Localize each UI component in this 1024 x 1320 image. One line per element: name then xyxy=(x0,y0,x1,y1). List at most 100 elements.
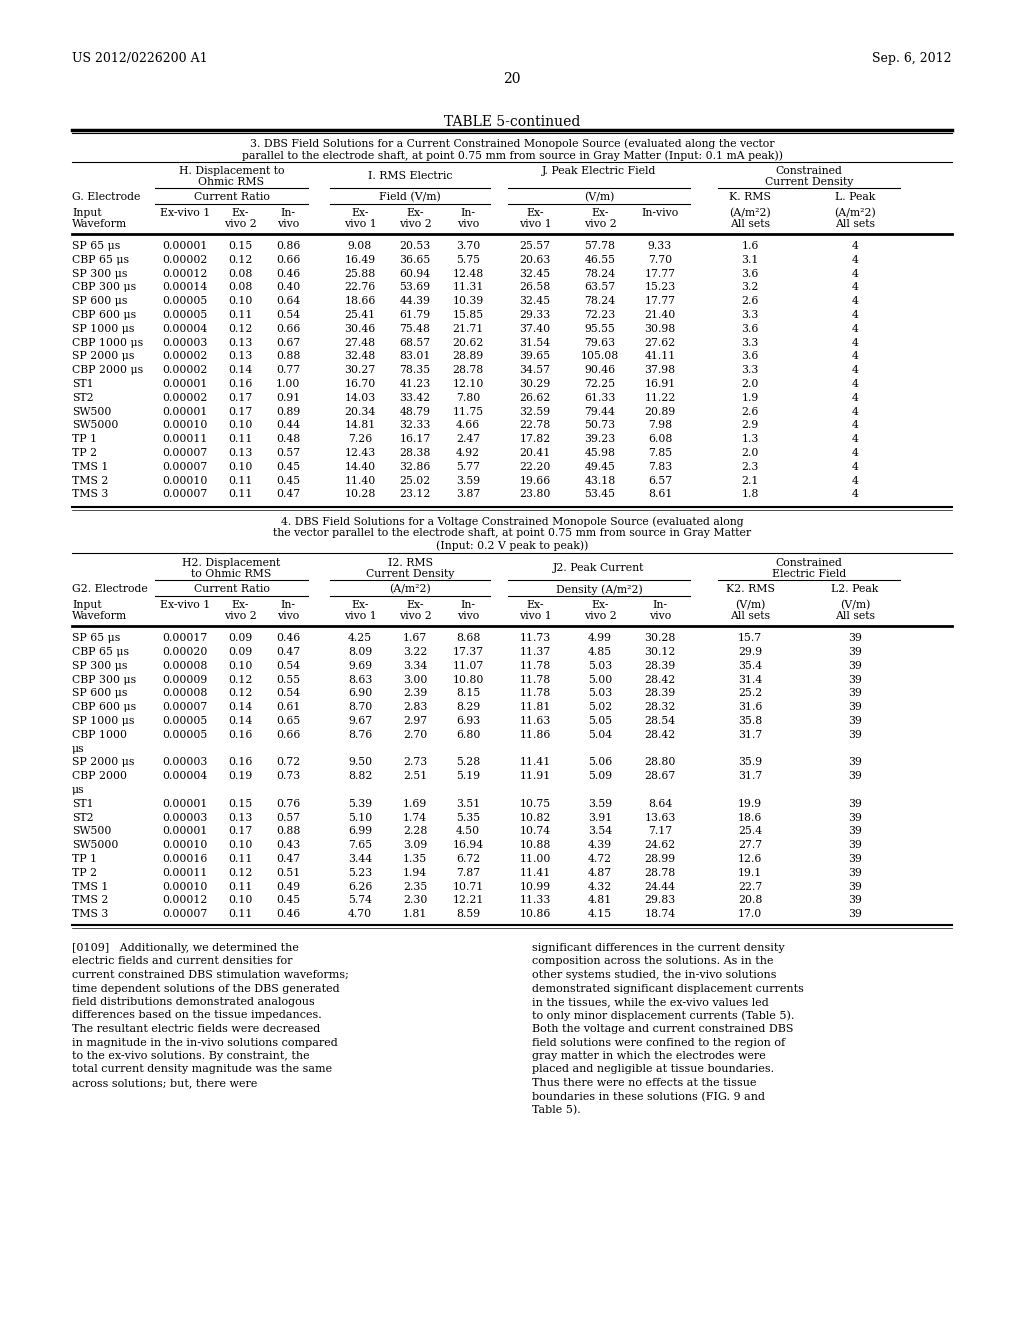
Text: 25.57: 25.57 xyxy=(519,242,551,251)
Text: 10.86: 10.86 xyxy=(519,909,551,919)
Text: 9.50: 9.50 xyxy=(348,758,372,767)
Text: 4: 4 xyxy=(852,490,858,499)
Text: 9.08: 9.08 xyxy=(348,242,372,251)
Text: L2. Peak: L2. Peak xyxy=(831,585,879,594)
Text: (Input: 0.2 V peak to peak)): (Input: 0.2 V peak to peak)) xyxy=(436,540,588,550)
Text: 0.10: 0.10 xyxy=(227,895,252,906)
Text: 5.23: 5.23 xyxy=(348,867,372,878)
Text: Input: Input xyxy=(72,601,101,610)
Text: 5.10: 5.10 xyxy=(348,813,372,822)
Text: 17.0: 17.0 xyxy=(738,909,762,919)
Text: 0.14: 0.14 xyxy=(228,366,252,375)
Text: 39: 39 xyxy=(848,854,862,865)
Text: 5.05: 5.05 xyxy=(588,715,612,726)
Text: 0.14: 0.14 xyxy=(228,702,252,713)
Text: 8.61: 8.61 xyxy=(648,490,672,499)
Text: in magnitude in the in-vivo solutions compared: in magnitude in the in-vivo solutions co… xyxy=(72,1038,338,1048)
Text: vivo: vivo xyxy=(457,219,479,228)
Text: 0.16: 0.16 xyxy=(227,730,252,739)
Text: to the ex-vivo solutions. By constraint, the: to the ex-vivo solutions. By constraint,… xyxy=(72,1051,309,1061)
Text: 79.44: 79.44 xyxy=(585,407,615,417)
Text: 28.89: 28.89 xyxy=(453,351,483,362)
Text: 30.98: 30.98 xyxy=(644,323,676,334)
Text: 3.44: 3.44 xyxy=(348,854,372,865)
Text: 0.47: 0.47 xyxy=(275,854,300,865)
Text: The resultant electric fields were decreased: The resultant electric fields were decre… xyxy=(72,1024,321,1034)
Text: 4.70: 4.70 xyxy=(348,909,372,919)
Text: 3.00: 3.00 xyxy=(402,675,427,685)
Text: 1.67: 1.67 xyxy=(402,634,427,643)
Text: 4.92: 4.92 xyxy=(456,447,480,458)
Text: 39: 39 xyxy=(848,661,862,671)
Text: field distributions demonstrated analogous: field distributions demonstrated analogo… xyxy=(72,997,314,1007)
Text: 2.83: 2.83 xyxy=(402,702,427,713)
Text: 2.28: 2.28 xyxy=(402,826,427,837)
Text: 53.45: 53.45 xyxy=(585,490,615,499)
Text: 35.9: 35.9 xyxy=(738,758,762,767)
Text: 0.00010: 0.00010 xyxy=(163,882,208,891)
Text: 4: 4 xyxy=(852,475,858,486)
Text: 5.04: 5.04 xyxy=(588,730,612,739)
Text: 15.7: 15.7 xyxy=(738,634,762,643)
Text: 78.35: 78.35 xyxy=(399,366,430,375)
Text: 0.11: 0.11 xyxy=(227,434,252,445)
Text: 2.70: 2.70 xyxy=(402,730,427,739)
Text: 10.80: 10.80 xyxy=(453,675,483,685)
Text: 3.3: 3.3 xyxy=(741,310,759,319)
Text: G. Electrode: G. Electrode xyxy=(72,191,140,202)
Text: 0.11: 0.11 xyxy=(227,475,252,486)
Text: 5.35: 5.35 xyxy=(456,813,480,822)
Text: 37.40: 37.40 xyxy=(519,323,551,334)
Text: vivo 2: vivo 2 xyxy=(223,219,256,228)
Text: field solutions were confined to the region of: field solutions were confined to the reg… xyxy=(532,1038,785,1048)
Text: 20.41: 20.41 xyxy=(519,447,551,458)
Text: (A/m²2): (A/m²2) xyxy=(389,585,431,594)
Text: 0.49: 0.49 xyxy=(275,882,300,891)
Text: 32.33: 32.33 xyxy=(399,420,431,430)
Text: SP 65 μs: SP 65 μs xyxy=(72,242,120,251)
Text: 2.0: 2.0 xyxy=(741,379,759,389)
Text: 6.99: 6.99 xyxy=(348,826,372,837)
Text: 1.00: 1.00 xyxy=(275,379,300,389)
Text: 1.74: 1.74 xyxy=(402,813,427,822)
Text: ST2: ST2 xyxy=(72,393,93,403)
Text: 0.00002: 0.00002 xyxy=(163,351,208,362)
Text: 16.70: 16.70 xyxy=(344,379,376,389)
Text: 0.10: 0.10 xyxy=(227,420,252,430)
Text: In-vivo: In-vivo xyxy=(641,209,679,218)
Text: 18.66: 18.66 xyxy=(344,296,376,306)
Text: Ex-: Ex- xyxy=(526,601,544,610)
Text: 0.00005: 0.00005 xyxy=(163,310,208,319)
Text: 0.40: 0.40 xyxy=(275,282,300,293)
Text: 28.42: 28.42 xyxy=(644,730,676,739)
Text: 39: 39 xyxy=(848,841,862,850)
Text: 37.98: 37.98 xyxy=(644,366,676,375)
Text: 4.72: 4.72 xyxy=(588,854,612,865)
Text: 39: 39 xyxy=(848,826,862,837)
Text: 0.00005: 0.00005 xyxy=(163,296,208,306)
Text: 12.43: 12.43 xyxy=(344,447,376,458)
Text: 5.06: 5.06 xyxy=(588,758,612,767)
Text: SP 1000 μs: SP 1000 μs xyxy=(72,715,134,726)
Text: 2.51: 2.51 xyxy=(402,771,427,781)
Text: 0.47: 0.47 xyxy=(275,647,300,657)
Text: 9.67: 9.67 xyxy=(348,715,372,726)
Text: 0.00007: 0.00007 xyxy=(163,909,208,919)
Text: μs: μs xyxy=(72,785,85,795)
Text: 1.94: 1.94 xyxy=(402,867,427,878)
Text: Ex-: Ex- xyxy=(231,209,249,218)
Text: 8.64: 8.64 xyxy=(648,799,672,809)
Text: 0.54: 0.54 xyxy=(275,689,300,698)
Text: 39: 39 xyxy=(848,867,862,878)
Text: 31.7: 31.7 xyxy=(738,730,762,739)
Text: 5.03: 5.03 xyxy=(588,661,612,671)
Text: vivo: vivo xyxy=(276,611,299,622)
Text: 0.15: 0.15 xyxy=(228,799,252,809)
Text: In-: In- xyxy=(461,209,475,218)
Text: 29.9: 29.9 xyxy=(738,647,762,657)
Text: 0.10: 0.10 xyxy=(227,462,252,471)
Text: 72.23: 72.23 xyxy=(585,310,615,319)
Text: SP 600 μs: SP 600 μs xyxy=(72,689,127,698)
Text: 39: 39 xyxy=(848,675,862,685)
Text: 0.13: 0.13 xyxy=(227,447,252,458)
